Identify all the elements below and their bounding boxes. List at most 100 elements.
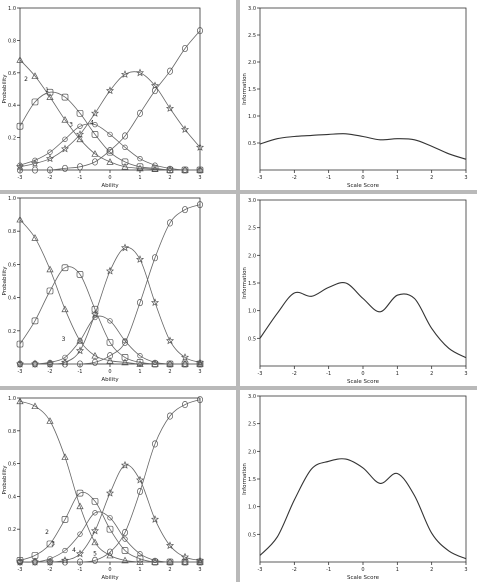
category-label: 4: [90, 120, 94, 127]
x-tick-label: -3: [18, 567, 23, 573]
y-tick-label: 2.5: [248, 226, 256, 232]
x-tick-label: 2: [430, 175, 433, 181]
data-point-square: [166, 166, 174, 174]
x-tick-label: -2: [292, 371, 297, 377]
information-chart-1: -3 -2 -1 0 1 2 3 0.5 1.0 1.5 2.0 2.5 3.0 Scale Score I…: [240, 0, 477, 194]
x-tick-label: -1: [326, 371, 331, 377]
x-tick-label: -1: [78, 369, 83, 375]
data-point-square: [76, 109, 84, 117]
x-axis-label: Ability: [101, 377, 119, 383]
data-point-triangle: [121, 163, 129, 170]
data-point-star: [165, 541, 175, 550]
x-tick-label: -2: [292, 175, 297, 181]
y-axis-label: Information: [242, 463, 248, 495]
information-chart-3: -3 -2 -1 0 1 2 3 0.5 1.0 1.5 2.0 2.5 3.0 Scale Score I…: [240, 390, 477, 584]
series-4: [15, 68, 205, 171]
data-point-square: [121, 354, 129, 361]
data-point-circle-thin: [47, 556, 53, 562]
series-line: [20, 30, 201, 171]
x-tick-label: 0: [361, 175, 364, 181]
y-tick-label: 2.0: [248, 253, 256, 259]
data-point-circle-thin: [32, 157, 38, 163]
data-point-circle-thin: [152, 359, 158, 365]
data-point-star: [15, 162, 25, 171]
data-point-star: [135, 68, 145, 77]
data-point-circle: [137, 487, 143, 496]
y-tick-label: 0.4: [8, 103, 16, 109]
data-point-circle: [77, 360, 83, 368]
category-label: 1: [45, 87, 49, 94]
data-point-square: [151, 360, 159, 368]
x-axis-label: Scale Score: [347, 575, 380, 581]
data-point-triangle: [31, 402, 39, 410]
data-point-triangle: [91, 351, 99, 359]
data-point-square: [136, 163, 144, 171]
series-1: [259, 282, 467, 359]
x-tick-label: -1: [78, 175, 83, 181]
data-point-circle-thin: [182, 361, 188, 367]
series-line: [19, 91, 200, 171]
data-point-circle-thin: [92, 121, 98, 128]
y-tick-label: 0.4: [8, 494, 16, 500]
data-point-circle-thin: [77, 338, 83, 344]
data-point-circle-thin: [197, 559, 203, 565]
x-tick-label: 3: [464, 175, 467, 181]
y-tick-label: 1.0: [248, 114, 256, 120]
data-point-circle-thin: [77, 531, 83, 537]
x-tick-label: -1: [326, 175, 331, 181]
data-point-square: [46, 540, 54, 548]
y-tick-label: 0.8: [8, 429, 16, 435]
y-tick-label: 1.0: [8, 396, 16, 402]
data-point-circle: [152, 440, 158, 448]
data-point-square: [136, 555, 144, 563]
data-point-star: [135, 475, 145, 484]
data-point-star: [195, 142, 205, 151]
x-tick-label: 1: [396, 567, 399, 573]
data-point-circle: [62, 360, 68, 368]
data-point-star: [180, 552, 190, 561]
plot-frame: [259, 395, 467, 563]
x-tick-label: 1: [396, 371, 399, 377]
x-tick-label: 3: [464, 567, 467, 573]
series-line: [259, 282, 467, 359]
series-5: [17, 27, 203, 174]
data-point-star: [150, 515, 160, 523]
data-point-circle: [32, 558, 38, 566]
series-line: [259, 458, 467, 560]
data-point-triangle: [121, 556, 129, 564]
series-line: [19, 71, 201, 168]
data-point-circle-thin: [107, 318, 113, 324]
series-line: [20, 204, 201, 365]
data-point-square: [46, 88, 54, 96]
data-point-triangle: [46, 265, 54, 273]
y-tick-label: 1.5: [248, 87, 256, 93]
data-point-star: [45, 154, 55, 163]
x-tick-label: 1: [138, 175, 141, 181]
data-point-star: [165, 104, 175, 112]
chart-svg-3: -3 -2 -1 0 1 2 3 0.2 0.4 0.6 0.8 1.0 Ability Probabil…: [2, 196, 205, 383]
data-point-circle: [17, 166, 23, 174]
data-point-star: [180, 353, 190, 361]
data-point-star: [195, 556, 205, 564]
x-axis-label: Ability: [101, 575, 119, 581]
y-tick-label: 0.2: [8, 136, 16, 142]
y-tick-label: 3.0: [248, 394, 256, 400]
data-point-triangle: [106, 356, 114, 364]
x-tick-label: -1: [326, 567, 331, 573]
y-tick-label: 0.6: [8, 462, 16, 468]
x-tick-label: 2: [168, 369, 171, 375]
data-point-circle: [137, 109, 143, 117]
data-point-circle: [152, 87, 158, 95]
data-point-triangle: [136, 164, 144, 172]
data-point-circle: [122, 528, 128, 537]
data-point-circle-thin: [167, 559, 173, 565]
data-point-square: [106, 148, 114, 156]
data-point-star: [90, 309, 100, 318]
data-point-circle-thin: [197, 361, 203, 367]
data-point-circle: [197, 396, 203, 404]
x-tick-label: -3: [18, 369, 23, 375]
data-point-circle: [152, 254, 158, 262]
data-point-circle: [122, 338, 128, 346]
data-point-star: [90, 108, 100, 117]
data-point-circle: [92, 556, 98, 564]
